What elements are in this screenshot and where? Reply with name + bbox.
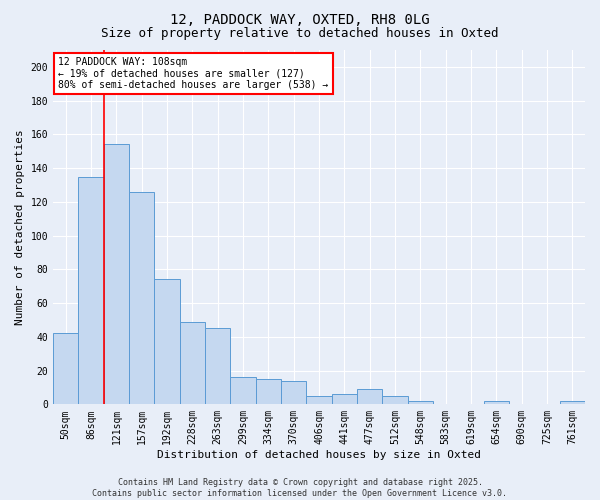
Text: 12 PADDOCK WAY: 108sqm
← 19% of detached houses are smaller (127)
80% of semi-de: 12 PADDOCK WAY: 108sqm ← 19% of detached… (58, 57, 329, 90)
Bar (230, 378, 256, 404)
Bar (484, 401, 509, 404)
Bar (129, 192, 154, 404)
Y-axis label: Number of detached properties: Number of detached properties (15, 130, 25, 325)
Bar (179, 322, 205, 404)
Bar (205, 328, 230, 404)
Bar (307, 396, 332, 404)
Bar (407, 401, 433, 404)
Text: Size of property relative to detached houses in Oxted: Size of property relative to detached ho… (101, 28, 499, 40)
Bar (79, 176, 104, 404)
X-axis label: Distribution of detached houses by size in Oxted: Distribution of detached houses by size … (157, 450, 481, 460)
Bar (53, 334, 79, 404)
Bar (104, 144, 129, 404)
Bar (560, 401, 585, 404)
Bar (382, 396, 407, 404)
Text: Contains HM Land Registry data © Crown copyright and database right 2025.
Contai: Contains HM Land Registry data © Crown c… (92, 478, 508, 498)
Bar (357, 389, 382, 404)
Bar (332, 394, 357, 404)
Bar (281, 380, 307, 404)
Text: 12, PADDOCK WAY, OXTED, RH8 0LG: 12, PADDOCK WAY, OXTED, RH8 0LG (170, 12, 430, 26)
Bar (154, 280, 179, 404)
Bar (256, 379, 281, 404)
